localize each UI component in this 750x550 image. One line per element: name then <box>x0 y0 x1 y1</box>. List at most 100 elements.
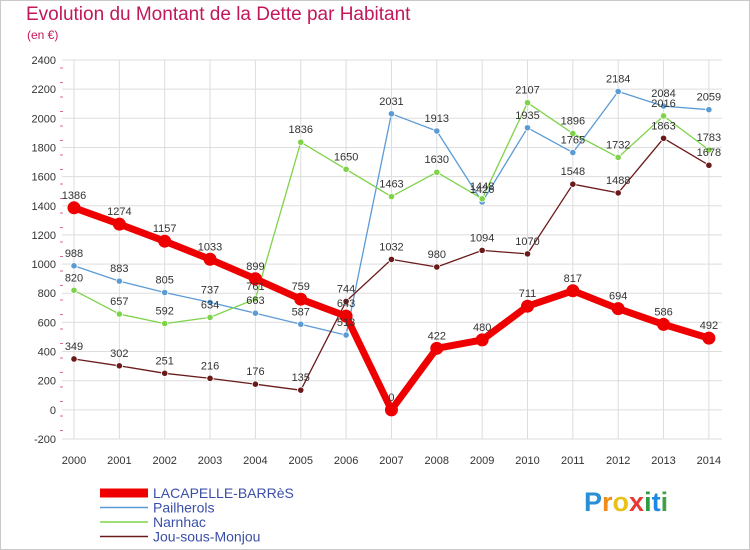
data-point <box>478 195 486 203</box>
data-label: 216 <box>201 360 219 372</box>
y-tick-label: 2000 <box>32 113 56 125</box>
data-point <box>614 153 622 161</box>
series-layer <box>67 87 716 417</box>
axis-layer: -200 0 200 400 600 800 1000 1200 1400 1600 1800 200… <box>32 55 722 467</box>
data-label: 980 <box>428 249 446 261</box>
legend-label: LACAPELLE-BARRèS <box>153 485 294 501</box>
data-label: 302 <box>110 348 128 360</box>
x-tick-label: 2000 <box>62 455 86 467</box>
data-label: 883 <box>110 263 128 275</box>
data-label: 176 <box>246 366 264 378</box>
data-point <box>659 102 668 110</box>
data-label: 1863 <box>651 120 675 132</box>
x-tick-label: 2013 <box>651 455 675 467</box>
data-point <box>251 295 259 303</box>
data-label: 1448 <box>470 181 494 193</box>
data-label: 480 <box>473 322 491 334</box>
data-point <box>342 331 350 339</box>
data-label: 1032 <box>379 241 403 253</box>
data-point <box>70 355 78 363</box>
data-point <box>611 302 625 316</box>
data-point <box>203 252 217 266</box>
data-label: 820 <box>65 272 83 284</box>
data-point <box>430 341 444 355</box>
legend-label: Pailherols <box>153 500 214 516</box>
data-point <box>478 246 486 254</box>
data-label: 349 <box>65 341 83 353</box>
data-point <box>161 288 169 297</box>
data-point <box>297 320 305 328</box>
x-tick-label: 2002 <box>152 455 176 467</box>
y-tick-label: 2200 <box>32 84 56 96</box>
data-label: 1070 <box>515 236 539 248</box>
data-label: 1274 <box>107 206 131 218</box>
data-label: 1548 <box>561 166 585 178</box>
y-tick-label: 1800 <box>32 142 56 154</box>
data-point <box>705 161 713 169</box>
y-tick-label: 1400 <box>32 201 56 213</box>
data-point <box>475 333 489 347</box>
data-point <box>387 255 396 264</box>
x-tick-label: 2003 <box>198 455 222 467</box>
data-label: 899 <box>246 261 264 273</box>
data-point <box>384 403 398 417</box>
data-point <box>705 106 713 114</box>
data-label: 2031 <box>379 96 403 108</box>
data-label: 1033 <box>198 241 222 253</box>
y-tick-label: 400 <box>38 347 56 359</box>
legend: LACAPELLE-BARRèSPailherolsNarnhacJou-sou… <box>100 485 294 545</box>
data-label: 513 <box>337 317 355 329</box>
chart-title: Evolution du Montant de la Dette par Hab… <box>26 4 411 25</box>
data-label: 135 <box>292 372 310 384</box>
logo-letter: t <box>651 487 661 517</box>
data-point <box>659 112 668 120</box>
x-tick-label: 2012 <box>606 455 630 467</box>
data-label: 2107 <box>515 85 539 97</box>
data-point <box>115 362 123 370</box>
logo-letter: x <box>629 487 645 517</box>
data-label: 657 <box>110 296 128 308</box>
proxiti-logo: Proxiti <box>584 487 668 518</box>
data-label: 492 <box>700 320 718 332</box>
data-label: 817 <box>564 273 582 285</box>
data-label: 759 <box>292 281 310 293</box>
x-tick-label: 2010 <box>515 455 539 467</box>
data-label: 1836 <box>289 124 313 136</box>
x-tick-label: 2004 <box>243 455 267 467</box>
data-point <box>569 180 577 188</box>
y-tick-label: 1600 <box>32 172 56 184</box>
data-point <box>433 263 441 271</box>
data-point <box>206 298 214 307</box>
data-label: 1896 <box>561 115 585 127</box>
data-point <box>569 148 577 157</box>
y-tick-label: 0 <box>50 405 56 417</box>
data-point <box>433 127 441 135</box>
data-point <box>523 99 532 107</box>
data-point <box>342 297 350 305</box>
logo-letter: P <box>584 487 603 517</box>
data-point <box>339 309 353 323</box>
chart-subtitle: (en €) <box>27 28 59 42</box>
data-label: 1913 <box>425 113 449 125</box>
data-point <box>161 319 169 328</box>
data-point <box>521 299 534 313</box>
y-tick-label: 1200 <box>32 230 56 242</box>
x-tick-label: 2011 <box>561 455 585 467</box>
data-point <box>248 272 262 286</box>
data-label: 1783 <box>697 132 721 144</box>
x-tick-label: 2008 <box>425 455 449 467</box>
data-label: 0 <box>388 392 394 404</box>
data-label: 1650 <box>334 151 358 163</box>
data-label: 251 <box>156 355 174 367</box>
logo-letter: i <box>644 487 652 517</box>
y-tick-label: 600 <box>38 317 56 329</box>
data-label: 1386 <box>62 190 86 202</box>
logo-letter: r <box>602 487 613 517</box>
data-point <box>161 369 169 377</box>
data-point <box>657 317 671 331</box>
data-point <box>115 277 123 285</box>
data-label: 694 <box>609 291 627 303</box>
data-label: 1678 <box>697 147 721 159</box>
data-point <box>70 262 78 270</box>
data-point <box>251 380 259 388</box>
